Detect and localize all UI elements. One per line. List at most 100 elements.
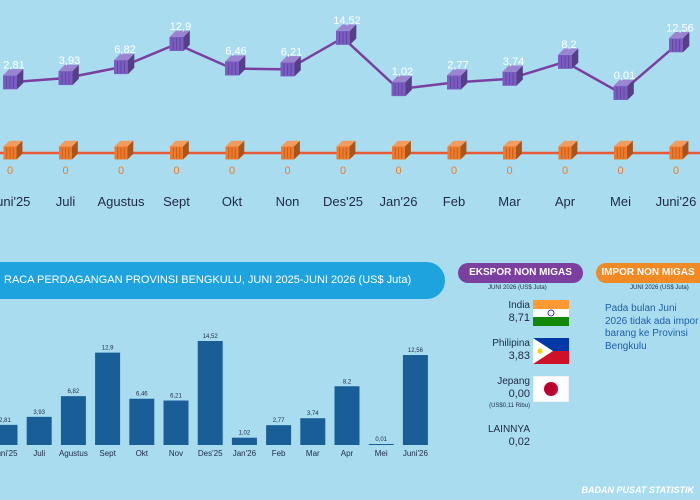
export-cube-marker (447, 69, 468, 90)
x-tick-label: Apr (555, 194, 576, 209)
bar-value-label: 6,46 (136, 392, 148, 398)
export-value-label: 12,56 (666, 22, 694, 34)
import-cube-marker (503, 140, 522, 160)
import-value-label: 0 (284, 165, 290, 177)
philippines-flag-icon (533, 338, 569, 364)
export-note: (US$0,11 Ribu) (489, 403, 530, 409)
bar-x-tick-label: Nov (169, 449, 183, 458)
bar (231, 437, 257, 445)
export-cube-marker (280, 56, 301, 77)
export-country: Philipina (492, 338, 530, 349)
import-value-label: 0 (340, 165, 346, 177)
import-cube-marker (170, 140, 189, 160)
import-value-label: 0 (229, 165, 235, 177)
export-cube-marker (391, 75, 412, 97)
import-value-label: 0 (7, 165, 13, 177)
bar-x-tick-label: Juli (33, 449, 45, 458)
export-item-philippines: Philipina 3,83 (440, 338, 530, 362)
export-value-label: 2,77 (447, 59, 468, 71)
x-tick-label: Des'25 (323, 194, 363, 209)
import-value-label: 0 (118, 165, 124, 177)
x-tick-label: Mar (498, 194, 521, 209)
bar-x-tick-label: Juni'26 (403, 449, 429, 458)
import-cube-marker (614, 140, 633, 160)
import-cube-marker (281, 140, 300, 160)
bar-x-tick-label: Feb (272, 449, 286, 458)
bar (197, 341, 223, 445)
bar (402, 355, 428, 445)
bar-value-label: 8,2 (343, 379, 352, 385)
x-tick-label: Mei (610, 194, 631, 209)
bar (266, 425, 292, 445)
bar-x-tick-label: Mar (306, 449, 320, 458)
export-cube-marker (669, 32, 690, 53)
import-cube-marker (392, 140, 411, 160)
export-country: LAINNYA (487, 424, 530, 435)
bar (60, 396, 86, 445)
export-value-label: 0,01 (614, 70, 635, 82)
bar (163, 400, 189, 445)
export-cube-marker (225, 55, 246, 76)
export-value-label: 6,82 (114, 44, 135, 56)
bar-x-tick-label: Agustus (59, 449, 88, 458)
import-cube-marker (336, 140, 356, 160)
x-tick-label: Agustus (98, 194, 145, 209)
bar-x-tick-label: Apr (341, 449, 354, 458)
export-cube-marker (114, 53, 135, 75)
export-value-label: 14,52 (333, 15, 361, 27)
export-value: 8,71 (508, 312, 530, 324)
export-value: 3,83 (508, 350, 530, 362)
export-value: 0,02 (508, 436, 530, 448)
export-country: Jepang (497, 376, 530, 387)
bar (334, 386, 360, 445)
x-tick-label: Juni'25 (0, 194, 30, 209)
x-tick-label: Juni'26 (656, 194, 697, 209)
import-value-label: 0 (451, 165, 457, 177)
bar-value-label: 1,02 (239, 431, 251, 437)
bar-x-tick-label: Jan'26 (233, 449, 257, 458)
export-value-label: 8,2 (561, 39, 576, 51)
bar-chart-title: RACA PERDAGANGAN PROVINSI BENGKULU, JUNI… (0, 262, 445, 299)
bar-value-label: 6,21 (170, 394, 182, 400)
export-item-japan: Jepang 0,00 (US$0,11 Ribu) (440, 376, 530, 412)
export-value-label: 6,46 (225, 45, 246, 57)
india-flag-icon (533, 300, 569, 326)
export-value-label: 3,93 (59, 55, 80, 67)
export-value-label: 2,81 (3, 59, 24, 71)
bar-value-label: 6,82 (68, 389, 80, 395)
bar (0, 424, 18, 445)
import-subtitle: JUNI 2026 (US$ Juta) (630, 285, 689, 291)
x-tick-label: Okt (222, 194, 243, 209)
import-cube-marker (114, 140, 134, 160)
export-cube-marker (502, 65, 523, 86)
footer-source: BADAN PUSAT STATISTIK (581, 485, 695, 495)
bar-value-label: 2,77 (273, 418, 285, 424)
export-item-others: LAINNYA 0,02 (440, 424, 530, 448)
import-cube-marker (225, 140, 245, 160)
export-value-label: 3,74 (503, 56, 524, 68)
import-value-label: 0 (673, 165, 679, 177)
top-line-chart: 2,81 3,93 6,82 12,9 6,46 6,21 14,52 1,02 2,77 3,7… (0, 15, 700, 209)
export-value-label: 12,9 (170, 21, 191, 33)
export-title: EKSPOR NON MIGAS (458, 263, 583, 283)
bar-value-label: 14,52 (203, 334, 219, 340)
import-value-label: 0 (617, 165, 623, 177)
bar-value-label: 3,93 (33, 410, 45, 416)
export-cube-marker (58, 64, 79, 86)
x-tick-label: Non (276, 194, 300, 209)
x-tick-label: Juli (56, 194, 76, 209)
import-title: IMPOR NON MIGAS (596, 263, 700, 283)
japan-flag-icon (533, 376, 569, 402)
export-subtitle: JUNI 2026 (US$ Juta) (488, 285, 547, 291)
export-value-label: 6,21 (281, 46, 302, 58)
bar-x-tick-label: Sept (99, 449, 116, 458)
x-tick-label: Sept (163, 194, 190, 209)
bar (300, 418, 326, 445)
export-item-india: India 8,71 (440, 300, 530, 324)
bar-value-label: 12,56 (408, 348, 424, 354)
import-value-label: 0 (173, 165, 179, 177)
export-cube-marker (613, 79, 634, 100)
x-tick-label: Jan'26 (380, 194, 418, 209)
bar-x-tick-label: Juni'25 (0, 449, 18, 458)
bar (129, 398, 155, 445)
